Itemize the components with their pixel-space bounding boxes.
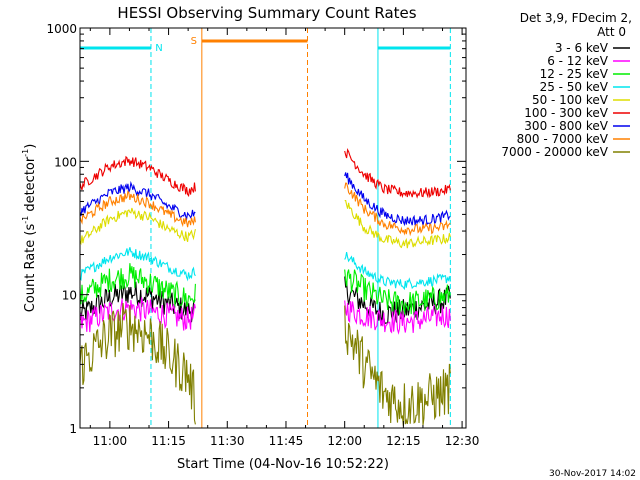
x-tick-label: 12:15 [386,434,421,448]
y-axis-label-end: ) [23,144,38,149]
legend-header-line-1: Det 3,9, FDecim 2, [520,11,632,25]
series-trace-3-seg-1 [344,251,451,291]
legend-entry-label: 300 - 800 keV [524,119,608,133]
legend-entry-label: 25 - 50 keV [540,80,609,94]
legend-entry-label: 50 - 100 keV [532,93,609,107]
y-axis-label-sup1: -1 [21,216,30,224]
y-tick-label: 100 [54,155,77,169]
series-trace-3-seg-0 [79,247,196,282]
legend-entry-label: 12 - 25 keV [540,67,609,81]
x-tick-label: 11:15 [151,434,186,448]
x-axis-label: Start Time (04-Nov-16 10:52:22) [177,457,389,472]
x-tick-label: 12:30 [445,434,480,448]
y-axis-label-mid: detector [23,156,38,216]
series-trace-7-seg-1 [344,182,451,237]
series-trace-8-seg-1 [344,305,451,426]
series-trace-2-seg-0 [79,263,196,308]
legend-entry-label: 6 - 12 keV [547,54,609,68]
y-axis-label-sup2: -1 [21,149,30,157]
legend-entry-label: 800 - 7000 keV [517,132,609,146]
y-tick-label: 10 [62,289,77,303]
y-axis-label: Count Rate (s-1 detector-1) [21,144,38,313]
y-tick-label: 1 [69,422,77,436]
legend-entry-label: 100 - 300 keV [524,106,608,120]
series-trace-4-seg-0 [79,207,196,246]
series-trace-4-seg-1 [344,200,451,249]
y-tick-label: 1000 [46,22,77,36]
flag-label-S: S [191,36,197,47]
legend-entry-label: 3 - 6 keV [555,41,609,55]
x-tick-label: 11:00 [93,434,128,448]
x-tick-label: 11:45 [269,434,304,448]
series-trace-5-seg-0 [79,155,196,198]
series-trace-6-seg-1 [344,172,451,227]
x-tick-label: 11:30 [210,434,245,448]
series-trace-1-seg-0 [79,297,196,333]
legend-header-line-2: Att 0 [597,25,626,39]
series-trace-1-seg-1 [344,300,451,335]
flag-label-N: N [155,43,162,54]
timestamp: 30-Nov-2017 14:02 [549,469,636,479]
series-trace-7-seg-0 [79,190,196,228]
series-trace-5-seg-1 [344,148,451,199]
legend-entry-label: 7000 - 20000 keV [501,145,608,159]
y-axis-label-main: Count Rate (s [23,224,38,313]
chart-title: HESSI Observing Summary Count Rates [117,4,416,22]
series-trace-8-seg-0 [79,302,196,425]
series-trace-2-seg-1 [344,269,451,315]
x-tick-label: 12:00 [327,434,362,448]
plot-frame [79,27,467,429]
series-trace-6-seg-0 [79,180,196,222]
